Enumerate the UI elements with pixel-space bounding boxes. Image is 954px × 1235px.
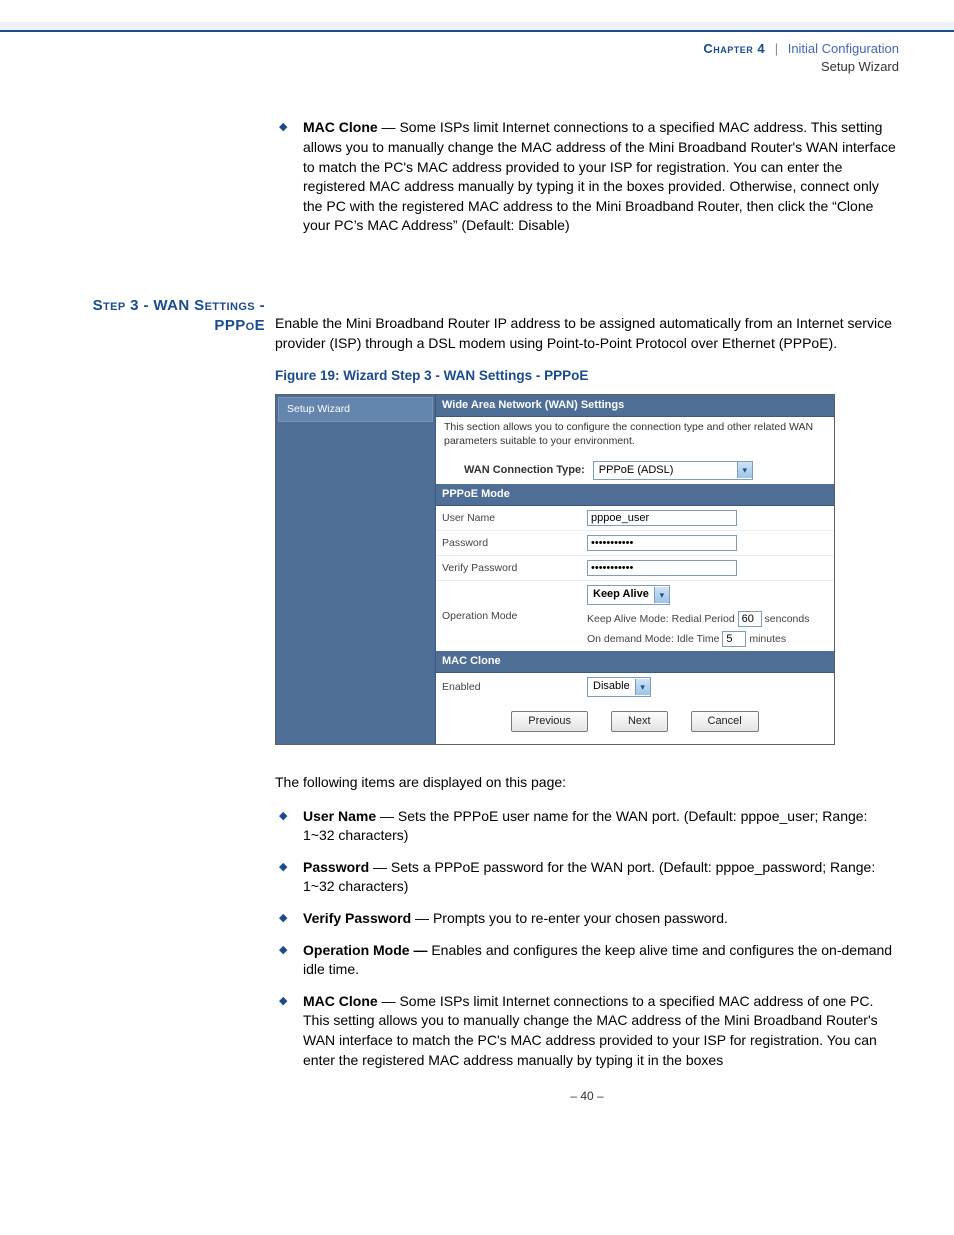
sidebar-item-setup-wizard[interactable]: Setup Wizard <box>278 397 433 422</box>
term: Verify Password <box>303 910 411 926</box>
username-label: User Name <box>442 511 587 526</box>
chevron-down-icon: ▾ <box>737 462 752 478</box>
text: — Some ISPs limit Internet connections t… <box>303 119 896 233</box>
mac-enabled-label: Enabled <box>442 680 587 695</box>
wizard-sidebar: Setup Wizard <box>276 395 436 744</box>
term: Operation Mode — <box>303 942 427 958</box>
bullet-operation-mode: Operation Mode — Enables and configures … <box>275 941 899 980</box>
term: MAC Clone <box>303 119 378 135</box>
wan-conn-type-value: PPPoE (ADSL) <box>594 462 737 479</box>
wan-conn-type-label: WAN Connection Type: <box>442 463 585 478</box>
text: — Prompts you to re-enter your chosen pa… <box>411 910 728 926</box>
term: Password <box>303 859 369 875</box>
verify-password-label: Verify Password <box>442 561 587 576</box>
idle-time-input[interactable] <box>722 631 746 647</box>
wan-conn-type-select[interactable]: PPPoE (ADSL) ▾ <box>593 461 753 480</box>
mac-enabled-select[interactable]: Disable ▾ <box>587 677 651 696</box>
verify-password-input[interactable] <box>587 560 737 576</box>
chevron-down-icon: ▾ <box>654 587 669 603</box>
step-intro: Enable the Mini Broadband Router IP addr… <box>275 314 899 353</box>
previous-button[interactable]: Previous <box>511 711 588 732</box>
chapter-label: Chapter 4 <box>703 41 765 56</box>
chevron-down-icon: ▾ <box>635 679 650 695</box>
next-button[interactable]: Next <box>611 711 668 732</box>
cancel-button[interactable]: Cancel <box>691 711 759 732</box>
items-intro: The following items are displayed on thi… <box>275 773 899 793</box>
bullet-username: User Name — Sets the PPPoE user name for… <box>275 807 899 846</box>
page-header: Chapter 4 | Initial Configuration Setup … <box>55 32 899 100</box>
text: — Sets the PPPoE user name for the WAN p… <box>303 808 867 844</box>
term: MAC Clone <box>303 993 378 1009</box>
page-number: – 40 – <box>275 1088 899 1105</box>
bullet-password: Password — Sets a PPPoE password for the… <box>275 858 899 897</box>
section-heading-sidebar: Step 3 - WAN Settings - PPPoE <box>55 296 265 337</box>
operation-mode-label: Operation Mode <box>442 585 587 624</box>
mac-enabled-value: Disable <box>588 678 635 695</box>
separator: | <box>775 41 778 56</box>
figure-caption: Figure 19: Wizard Step 3 - WAN Settings … <box>275 367 899 386</box>
section-pppoe: PPPoE Mode <box>436 484 834 506</box>
keepalive-text: Keep Alive Mode: Redial Period <box>587 613 738 625</box>
term: User Name <box>303 808 376 824</box>
bullet-mac-clone: MAC Clone — Some ISPs limit Internet con… <box>275 992 899 1070</box>
header-title: Initial Configuration <box>788 41 899 56</box>
bullet-mac-clone-top: MAC Clone — Some ISPs limit Internet con… <box>275 118 899 236</box>
username-input[interactable] <box>587 510 737 526</box>
ondemand-suffix: minutes <box>749 633 786 645</box>
section-wan: Wide Area Network (WAN) Settings <box>436 395 834 417</box>
redial-period-input[interactable] <box>738 611 762 627</box>
bullet-verify-password: Verify Password — Prompts you to re-ente… <box>275 909 899 929</box>
operation-mode-value: Keep Alive <box>588 586 654 603</box>
text: — Some ISPs limit Internet connections t… <box>303 993 878 1068</box>
ondemand-text: On demand Mode: Idle Time <box>587 633 722 645</box>
operation-mode-select[interactable]: Keep Alive ▾ <box>587 585 670 604</box>
password-input[interactable] <box>587 535 737 551</box>
text: — Sets a PPPoE password for the WAN port… <box>303 859 875 895</box>
header-subtitle: Setup Wizard <box>55 58 899 76</box>
wan-description: This section allows you to configure the… <box>436 417 834 456</box>
wizard-screenshot: Setup Wizard Wide Area Network (WAN) Set… <box>275 394 835 745</box>
keepalive-suffix: senconds <box>762 613 810 625</box>
section-mac-clone: MAC Clone <box>436 651 834 673</box>
password-label: Password <box>442 536 587 551</box>
